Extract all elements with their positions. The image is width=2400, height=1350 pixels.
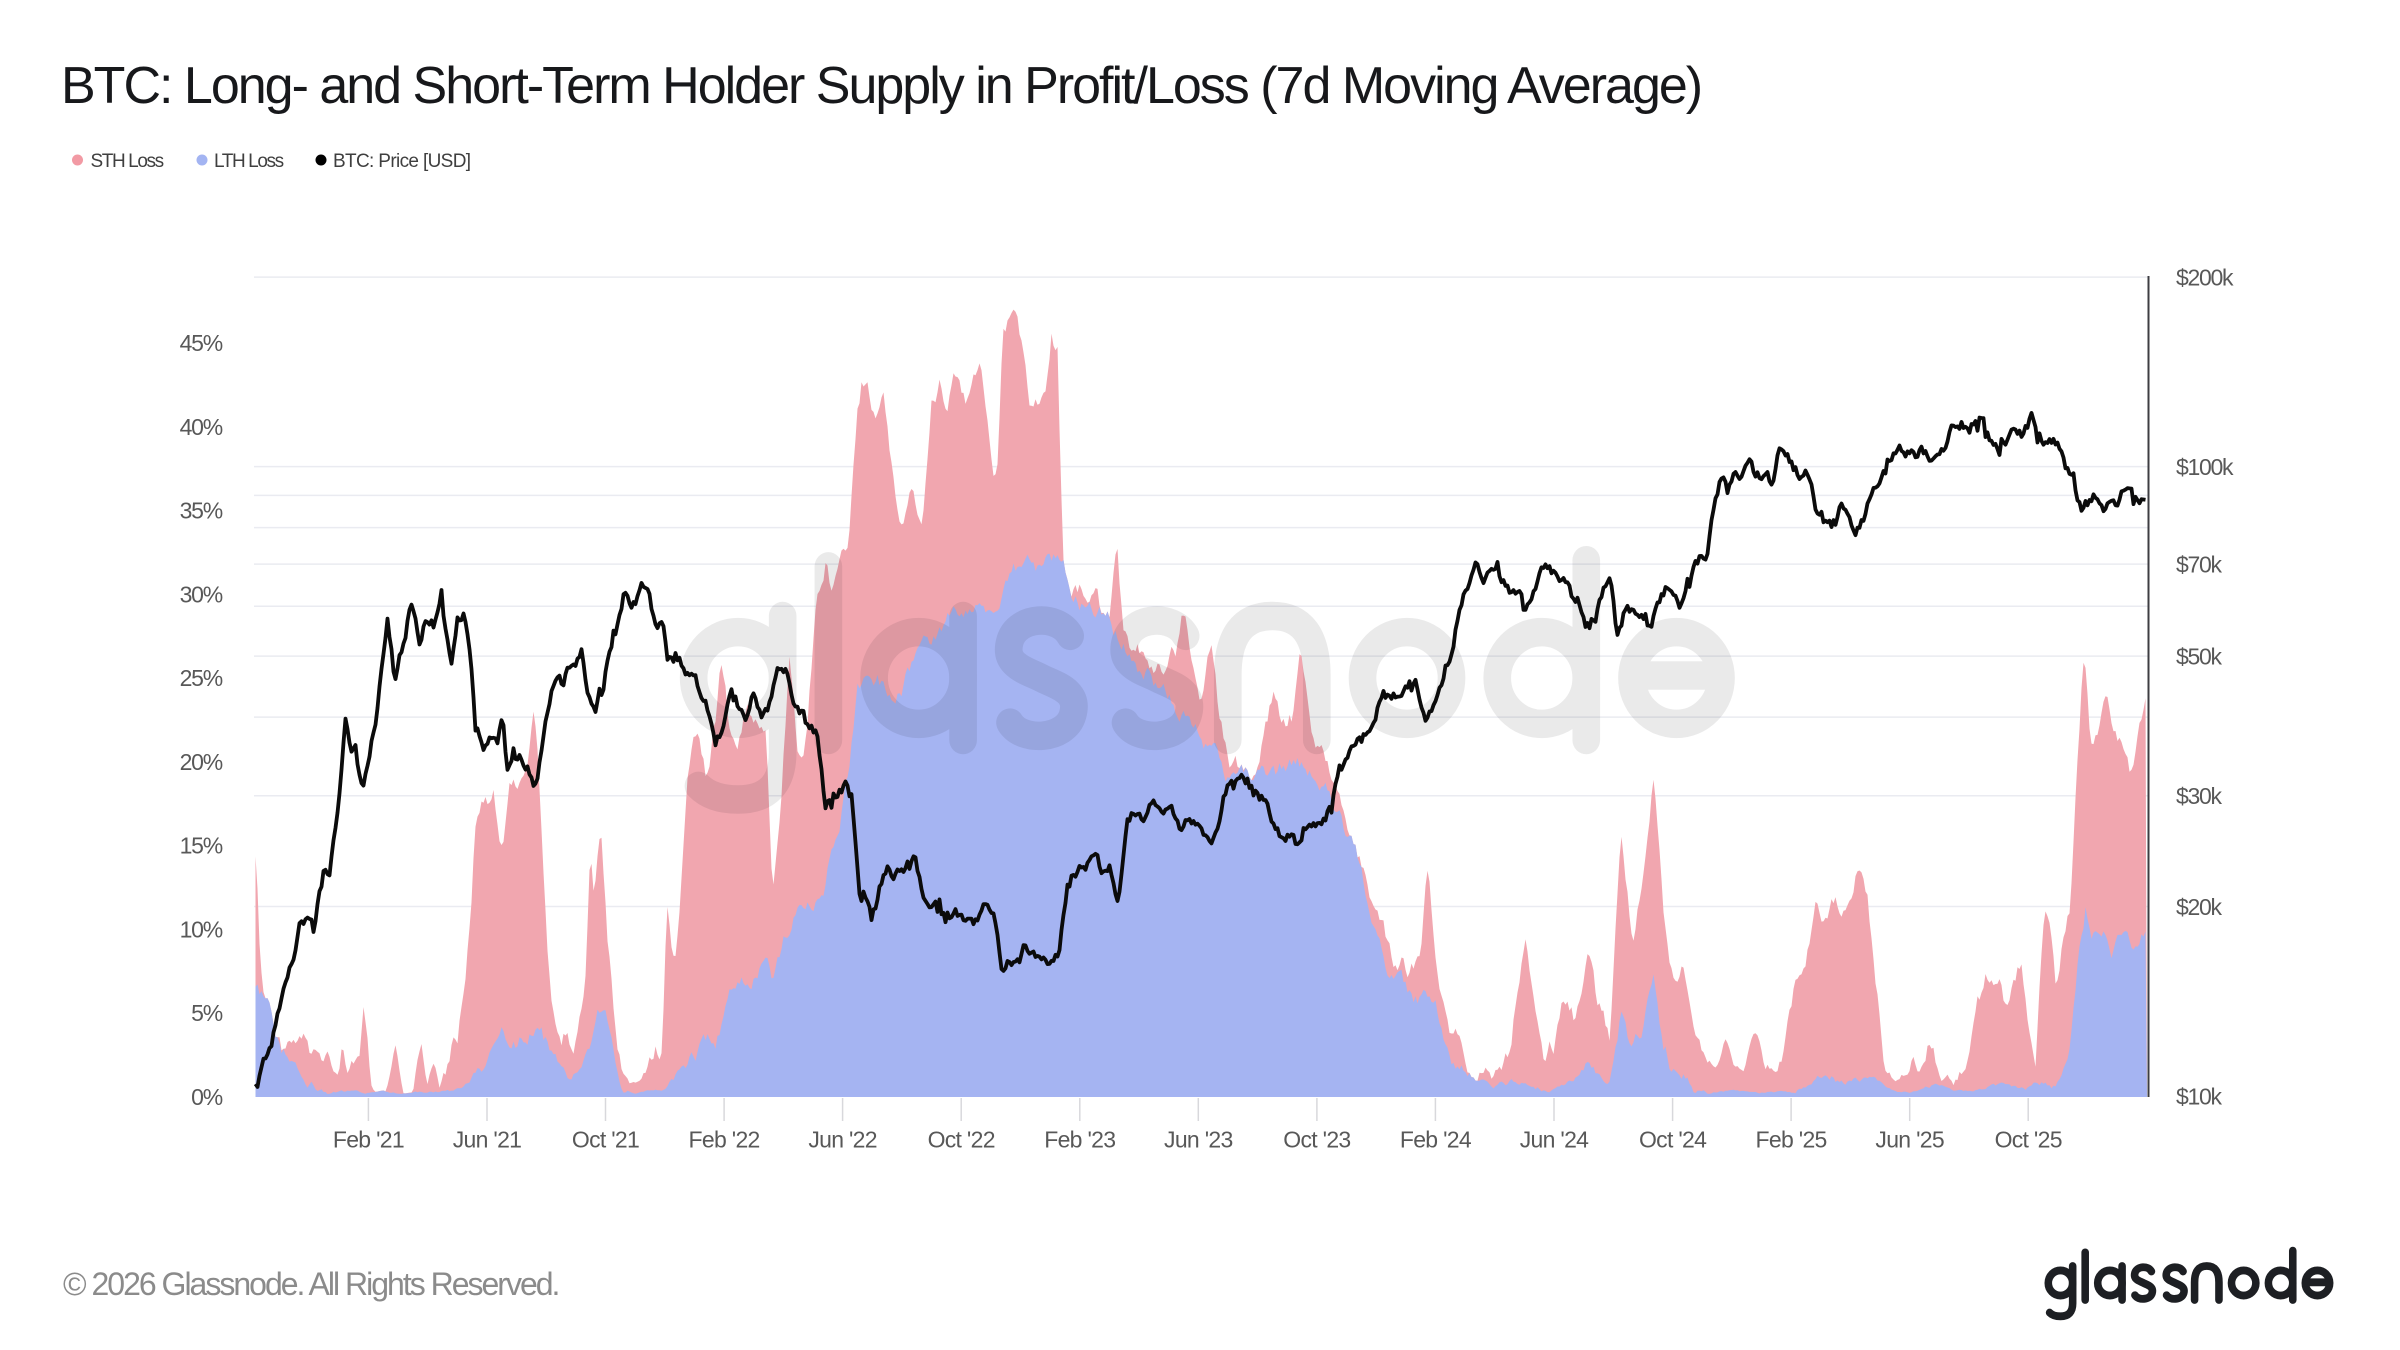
svg-text:Jun '25: Jun '25 (1875, 1127, 1944, 1153)
svg-text:© 2026 Glassnode. All Rights R: © 2026 Glassnode. All Rights Reserved. (63, 1266, 558, 1302)
svg-text:Oct '25: Oct '25 (1995, 1127, 2062, 1153)
svg-text:Oct '24: Oct '24 (1639, 1127, 1707, 1153)
svg-text:$200k: $200k (2176, 265, 2234, 291)
svg-text:Jun '23: Jun '23 (1164, 1127, 1233, 1153)
svg-text:Jun '24: Jun '24 (1520, 1127, 1589, 1153)
svg-text:Feb '25: Feb '25 (1756, 1127, 1827, 1153)
svg-text:Oct '22: Oct '22 (928, 1127, 995, 1153)
svg-text:5%: 5% (191, 1000, 223, 1026)
svg-text:$30k: $30k (2176, 783, 2222, 809)
svg-text:BTC: Price [USD]: BTC: Price [USD] (333, 151, 470, 172)
svg-text:45%: 45% (180, 330, 223, 356)
svg-text:Oct '23: Oct '23 (1283, 1127, 1350, 1153)
svg-text:STH Loss: STH Loss (91, 151, 164, 172)
svg-text:Oct '21: Oct '21 (572, 1127, 639, 1153)
svg-text:Feb '24: Feb '24 (1400, 1127, 1472, 1153)
svg-text:20%: 20% (180, 749, 223, 775)
svg-text:$20k: $20k (2176, 894, 2222, 920)
svg-text:BTC: Long- and Short-Term Hold: BTC: Long- and Short-Term Holder Supply … (61, 57, 1701, 115)
svg-text:Feb '23: Feb '23 (1044, 1127, 1115, 1153)
svg-text:0%: 0% (191, 1084, 223, 1110)
svg-text:$50k: $50k (2176, 644, 2222, 670)
svg-text:35%: 35% (180, 498, 223, 524)
svg-text:$100k: $100k (2176, 454, 2234, 480)
svg-text:Jun '22: Jun '22 (808, 1127, 877, 1153)
svg-text:15%: 15% (180, 833, 223, 859)
svg-text:$70k: $70k (2176, 552, 2222, 578)
svg-text:Jun '21: Jun '21 (453, 1127, 522, 1153)
svg-text:25%: 25% (180, 665, 223, 691)
svg-text:10%: 10% (180, 916, 223, 942)
svg-text:Feb '22: Feb '22 (689, 1127, 760, 1153)
svg-text:40%: 40% (180, 414, 223, 440)
svg-text:LTH Loss: LTH Loss (214, 151, 284, 172)
svg-text:Feb '21: Feb '21 (333, 1127, 404, 1153)
svg-text:30%: 30% (180, 581, 223, 607)
svg-text:$10k: $10k (2176, 1083, 2222, 1109)
